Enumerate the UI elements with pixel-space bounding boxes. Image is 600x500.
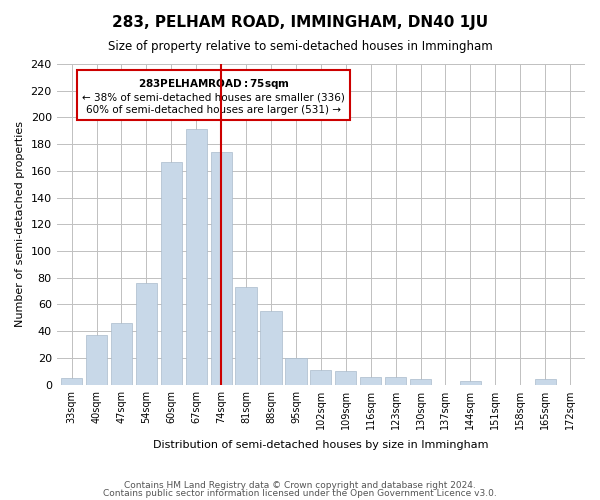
Bar xyxy=(460,380,481,384)
Bar xyxy=(535,380,556,384)
Bar xyxy=(235,287,257,384)
Bar xyxy=(111,323,132,384)
Bar xyxy=(360,376,381,384)
Bar xyxy=(410,380,431,384)
Text: 283, PELHAM ROAD, IMMINGHAM, DN40 1JU: 283, PELHAM ROAD, IMMINGHAM, DN40 1JU xyxy=(112,15,488,30)
Bar xyxy=(260,311,281,384)
Bar xyxy=(335,372,356,384)
Bar xyxy=(61,378,82,384)
Bar xyxy=(161,162,182,384)
Text: Contains public sector information licensed under the Open Government Licence v3: Contains public sector information licen… xyxy=(103,488,497,498)
Text: $\bf{283 PELHAM ROAD: 75sqm}$
← 38% of semi-detached houses are smaller (336)
60: $\bf{283 PELHAM ROAD: 75sqm}$ ← 38% of s… xyxy=(82,78,345,114)
Bar xyxy=(185,130,207,384)
Bar xyxy=(286,358,307,384)
Bar xyxy=(385,376,406,384)
Bar xyxy=(86,335,107,384)
Bar xyxy=(310,370,331,384)
Y-axis label: Number of semi-detached properties: Number of semi-detached properties xyxy=(15,122,25,328)
Bar xyxy=(136,283,157,384)
X-axis label: Distribution of semi-detached houses by size in Immingham: Distribution of semi-detached houses by … xyxy=(153,440,488,450)
Bar xyxy=(211,152,232,384)
Text: Size of property relative to semi-detached houses in Immingham: Size of property relative to semi-detach… xyxy=(107,40,493,53)
Text: Contains HM Land Registry data © Crown copyright and database right 2024.: Contains HM Land Registry data © Crown c… xyxy=(124,481,476,490)
